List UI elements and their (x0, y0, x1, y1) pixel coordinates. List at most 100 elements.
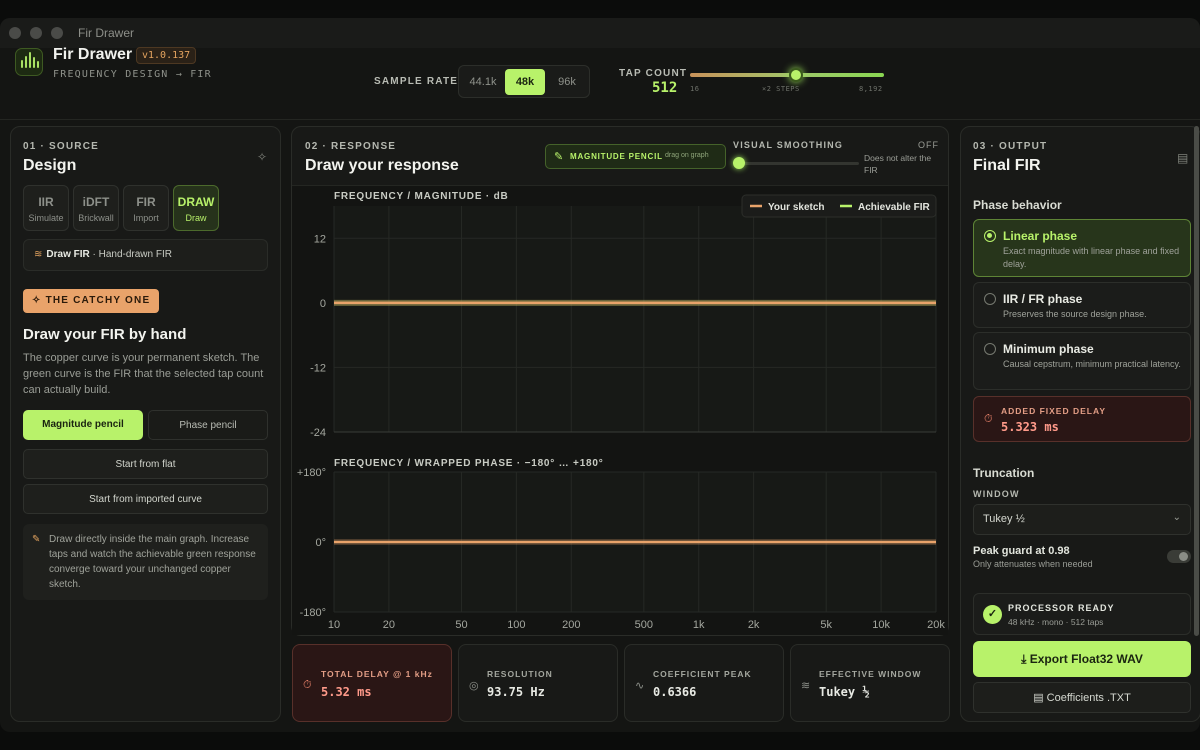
x-tick-label: 100 (507, 619, 525, 631)
timer-icon: ⏱ (984, 413, 993, 425)
phase-option-linear[interactable]: Linear phase Exact magnitude with linear… (973, 219, 1191, 277)
visual-smoothing-thumb[interactable] (733, 157, 745, 169)
stat-coefficient-peak-label: COEFFICIENT PEAK (653, 669, 752, 679)
phase-pencil-button[interactable]: Phase pencil (148, 410, 268, 440)
peak-guard-toggle[interactable] (1167, 550, 1191, 563)
app-header (0, 48, 1200, 120)
magnitude-plot-bg (334, 206, 936, 432)
stat-total-delay-label: TOTAL DELAY @ 1 kHz (321, 669, 433, 679)
response-plot-area[interactable]: 10 20 50 100 200 500 1k 2k 5k 10k 20k 12 0 -12 -24 +180… (292, 185, 948, 635)
source-mode-desc: · Hand-drawn FIR (89, 249, 172, 260)
stat-total-delay: ⏱ TOTAL DELAY @ 1 kHz 5.32 ms (292, 644, 452, 722)
waveform-logo-icon (15, 48, 43, 76)
legend-achievable-label: Achievable FIR (858, 202, 930, 213)
x-tick-label: 1k (693, 619, 705, 631)
processor-ready-sub: 48 kHz · mono · 512 taps (1008, 617, 1104, 627)
coefficients-txt-button[interactable]: ▤ Coefficients .TXT (973, 682, 1191, 713)
source-idft-short: iDFT (82, 195, 110, 209)
export-wav-label: Export Float32 WAV (1029, 652, 1143, 666)
zoom-window-button[interactable] (51, 27, 63, 39)
stat-coefficient-peak-value: 0.6366 (653, 685, 697, 699)
output-step-label: 03 · OUTPUT (973, 141, 1048, 152)
stat-resolution: ◎ RESOLUTION 93.75 Hz (458, 644, 618, 722)
catchy-badge-text: THE CATCHY ONE (45, 295, 151, 306)
wave-lines-icon: ≋ (34, 249, 43, 260)
tap-count-max: 8,192 (859, 85, 883, 93)
source-idft-button[interactable]: iDFT Brickwall (73, 185, 119, 231)
minimize-window-button[interactable] (30, 27, 42, 39)
output-title: Final FIR (973, 157, 1041, 174)
processor-ready-status: ✓ PROCESSOR READY 48 kHz · mono · 512 ta… (973, 593, 1191, 635)
source-step-label: 01 · SOURCE (23, 141, 99, 152)
phase-behavior-label: Phase behavior (973, 198, 1062, 212)
source-mode-name: Draw FIR (46, 249, 90, 260)
sparkle-icon[interactable]: ✧ (257, 150, 268, 164)
catchy-badge: ✧ THE CATCHY ONE (23, 289, 160, 313)
visual-smoothing-label: VISUAL SMOOTHING (733, 140, 844, 150)
sparkle-icon: ✧ (32, 295, 46, 306)
x-tick-label: 20 (383, 619, 395, 631)
phase-tick-label: -180° (300, 607, 326, 619)
x-tick-label: 5k (820, 619, 832, 631)
download-icon: ⤓ (1021, 652, 1030, 666)
pencil-mode-label: MAGNITUDE PENCIL (570, 152, 663, 161)
visual-smoothing-slider[interactable] (739, 162, 859, 165)
sample-rate-selector: 44.1k 48k 96k (458, 65, 590, 98)
output-scrollbar[interactable] (1194, 126, 1199, 636)
source-draw-button[interactable]: DRAW Draw (173, 185, 219, 231)
document-icon[interactable]: ▤ (1177, 151, 1189, 165)
source-iir-label: Simulate (28, 213, 64, 223)
peak-guard-sub: Only attenuates when needed (973, 559, 1093, 569)
window-select[interactable]: Tukey ½ ⌄ (973, 504, 1191, 535)
window-icon: ≋ (801, 680, 811, 692)
phase-option-iir[interactable]: IIR / FR phase Preserves the source desi… (973, 282, 1191, 328)
timer-icon: ⏱ (303, 679, 312, 691)
x-tick-label: 20k (927, 619, 945, 631)
phase-option-linear-desc: Exact magnitude with linear phase and fi… (1003, 246, 1180, 269)
magnitude-pencil-indicator[interactable]: ✎ MAGNITUDE PENCIL drag on graph (545, 144, 726, 169)
phase-option-minimum[interactable]: Minimum phase Causal cepstrum, minimum p… (973, 332, 1191, 390)
tap-count-slider[interactable] (690, 73, 884, 77)
window-title: Fir Drawer (78, 26, 134, 40)
source-fir-button[interactable]: FIR Import (123, 185, 169, 231)
source-iir-short: IIR (38, 195, 54, 209)
visual-smoothing-value: OFF (918, 140, 939, 150)
window-select-value: Tukey ½ (983, 513, 1025, 525)
stat-effective-window-label: EFFECTIVE WINDOW (819, 669, 922, 679)
source-iir-button[interactable]: IIR Simulate (23, 185, 69, 231)
start-imported-button[interactable]: Start from imported curve (23, 484, 268, 514)
phase-option-minimum-desc: Causal cepstrum, minimum practical laten… (1003, 359, 1181, 369)
stat-effective-window-value: Tukey ½ (819, 685, 870, 699)
tap-count-slider-thumb[interactable] (789, 68, 803, 82)
tap-count-label: TAP COUNT (619, 68, 688, 79)
stat-coefficient-peak: ∿ COEFFICIENT PEAK 0.6366 (624, 644, 784, 722)
export-wav-button[interactable]: ⤓ Export Float32 WAV (973, 641, 1191, 677)
phase-option-iir-title: IIR / FR phase (1003, 292, 1083, 306)
sample-rate-label: SAMPLE RATE (374, 76, 459, 87)
source-fir-short: FIR (136, 195, 156, 209)
phase-plot-title: FREQUENCY / WRAPPED PHASE · −180° … +180… (334, 458, 604, 469)
response-panel: 02 · RESPONSE Draw your response ✎ MAGNI… (291, 126, 949, 636)
magnitude-plot-title: FREQUENCY / MAGNITUDE · dB (334, 191, 509, 202)
close-window-button[interactable] (9, 27, 21, 39)
response-title: Draw your response (305, 157, 459, 174)
phase-option-linear-title: Linear phase (1003, 229, 1078, 243)
x-tick-label: 200 (562, 619, 580, 631)
peak-guard-label: Peak guard at 0.98 (973, 545, 1070, 557)
visual-smoothing-note: Does not alter the FIR (864, 153, 932, 175)
phase-tick-label: 0° (315, 537, 326, 549)
sample-rate-96k-button[interactable]: 96k (558, 76, 576, 88)
draw-tip: ✎ Draw directly inside the main graph. I… (23, 524, 268, 600)
magnitude-pencil-button[interactable]: Magnitude pencil (23, 410, 143, 440)
tap-count-min: 16 (690, 85, 700, 93)
source-idft-label: Brickwall (78, 213, 114, 223)
start-flat-button[interactable]: Start from flat (23, 449, 268, 479)
app-name: Fir Drawer (53, 46, 133, 63)
sample-rate-48k-button[interactable]: 48k (505, 69, 545, 95)
draw-heading: Draw your FIR by hand (23, 326, 187, 343)
phase-option-iir-desc: Preserves the source design phase. (1003, 309, 1147, 319)
sample-rate-44k-button[interactable]: 44.1k (469, 76, 497, 88)
response-chart[interactable]: 10 20 50 100 200 500 1k 2k 5k 10k 20k 12 0 -12 -24 +180… (292, 186, 948, 636)
added-delay-value: 5.323 ms (1001, 420, 1059, 434)
source-mode-row: ≋ Draw FIR · Hand-drawn FIR (23, 239, 268, 271)
